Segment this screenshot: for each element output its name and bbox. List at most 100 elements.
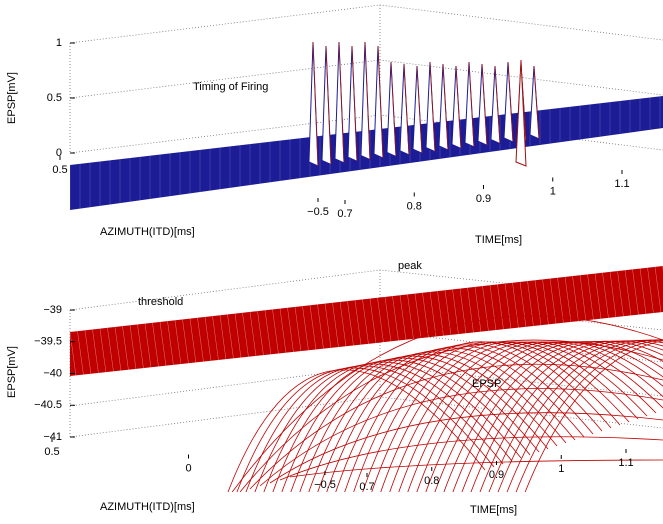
mesh-line bbox=[392, 295, 399, 342]
mesh-line bbox=[159, 321, 167, 367]
mesh-line bbox=[479, 340, 663, 492]
mesh-line bbox=[167, 321, 174, 366]
y-tick-label: 0.9 bbox=[476, 193, 491, 205]
x-tick-label: 0.5 bbox=[52, 164, 67, 176]
z-tick-label: 1 bbox=[56, 37, 62, 49]
mesh-line bbox=[512, 282, 519, 329]
mesh-line bbox=[92, 329, 99, 374]
mesh-line bbox=[272, 309, 279, 355]
spike-edge bbox=[494, 65, 501, 144]
mesh-line bbox=[281, 357, 540, 492]
spike-edge bbox=[364, 41, 371, 160]
y-tick-label: 1.1 bbox=[614, 178, 629, 190]
mesh-line bbox=[482, 285, 489, 332]
z-tick-label: −40.5 bbox=[34, 399, 62, 411]
mesh-line bbox=[231, 315, 663, 492]
mesh-line bbox=[429, 291, 437, 338]
mesh-line bbox=[504, 283, 512, 330]
y-tick-label: 0.8 bbox=[407, 200, 422, 212]
mesh-line bbox=[609, 271, 617, 318]
z-label: EPSP[mV] bbox=[6, 72, 18, 124]
annotation: peak bbox=[398, 260, 422, 272]
mesh-line bbox=[227, 314, 234, 360]
mesh-line bbox=[70, 331, 77, 377]
spike bbox=[515, 59, 527, 167]
mesh-line bbox=[527, 280, 534, 327]
x-tick-label: 0 bbox=[185, 462, 191, 474]
mesh-line bbox=[317, 349, 576, 492]
mesh-line bbox=[398, 341, 657, 492]
spike-edge bbox=[312, 41, 319, 167]
mesh-line bbox=[219, 315, 227, 360]
mesh-line bbox=[362, 341, 621, 492]
mesh-line bbox=[84, 330, 92, 375]
spike-edge bbox=[338, 41, 345, 163]
mesh-line bbox=[269, 412, 663, 484]
mesh-line bbox=[242, 312, 249, 358]
mesh-line bbox=[189, 318, 197, 364]
mesh-line bbox=[353, 341, 612, 492]
mesh-line bbox=[384, 296, 392, 343]
mesh-line bbox=[239, 339, 663, 492]
mesh-line bbox=[249, 363, 663, 490]
spike-edge bbox=[455, 65, 462, 149]
mesh-line bbox=[309, 305, 317, 351]
y-label: TIME[ms] bbox=[470, 504, 517, 516]
mesh-line bbox=[467, 287, 474, 334]
mesh-line bbox=[324, 303, 332, 349]
surface-top bbox=[70, 41, 663, 210]
mesh-line bbox=[107, 327, 114, 372]
mesh-line bbox=[506, 339, 663, 492]
mesh-line bbox=[299, 353, 558, 492]
mesh-line bbox=[362, 299, 369, 345]
mesh-line bbox=[152, 322, 159, 368]
mesh-line bbox=[377, 297, 384, 343]
z-tick-label: −40 bbox=[43, 367, 62, 379]
spike-edge bbox=[442, 63, 449, 151]
mesh-line bbox=[497, 339, 663, 492]
spike-edge bbox=[325, 45, 332, 165]
mesh-line bbox=[332, 302, 339, 348]
spike-edge bbox=[416, 65, 423, 154]
mesh-line bbox=[470, 340, 663, 492]
mesh-line bbox=[354, 300, 362, 346]
annotation: threshold bbox=[138, 296, 183, 308]
mesh-line bbox=[564, 276, 572, 323]
spike-edge bbox=[390, 61, 397, 157]
mesh-line bbox=[234, 313, 242, 359]
mesh-line bbox=[289, 459, 663, 478]
spike-edge bbox=[468, 61, 475, 147]
y-tick-label: 1.1 bbox=[618, 457, 633, 469]
mesh-line bbox=[587, 274, 594, 321]
mesh-line bbox=[579, 274, 587, 321]
mesh-line bbox=[534, 279, 542, 326]
spike-edge bbox=[351, 45, 358, 162]
y-tick-label: 0.7 bbox=[337, 208, 352, 220]
mesh-line bbox=[425, 341, 663, 492]
mesh-line bbox=[77, 331, 84, 376]
x-tick-label: −0.5 bbox=[314, 479, 336, 491]
surface-bottom bbox=[70, 265, 663, 492]
mesh-line bbox=[542, 279, 549, 325]
mesh-line bbox=[515, 339, 663, 492]
mesh-line bbox=[259, 388, 663, 487]
spike-edge bbox=[481, 63, 488, 146]
y-tick-label: 1 bbox=[558, 463, 564, 475]
z-tick-label: 0 bbox=[56, 147, 62, 159]
mesh-line bbox=[654, 266, 662, 313]
mesh-line bbox=[129, 325, 137, 370]
mesh-line bbox=[317, 304, 324, 350]
spike-edge bbox=[429, 61, 436, 152]
mesh-line bbox=[371, 341, 630, 492]
mesh-line bbox=[474, 286, 482, 333]
mesh-line bbox=[389, 341, 648, 492]
mesh-line bbox=[114, 326, 122, 372]
x-label: AZIMUTH(ITD)[ms] bbox=[100, 226, 195, 238]
mesh-line bbox=[144, 323, 152, 368]
mesh-line bbox=[347, 300, 354, 347]
y-label: TIME[ms] bbox=[475, 234, 522, 246]
mesh-line bbox=[122, 326, 129, 371]
mesh-line bbox=[557, 277, 564, 324]
mesh-line bbox=[137, 324, 144, 369]
spike-edge bbox=[377, 45, 384, 159]
